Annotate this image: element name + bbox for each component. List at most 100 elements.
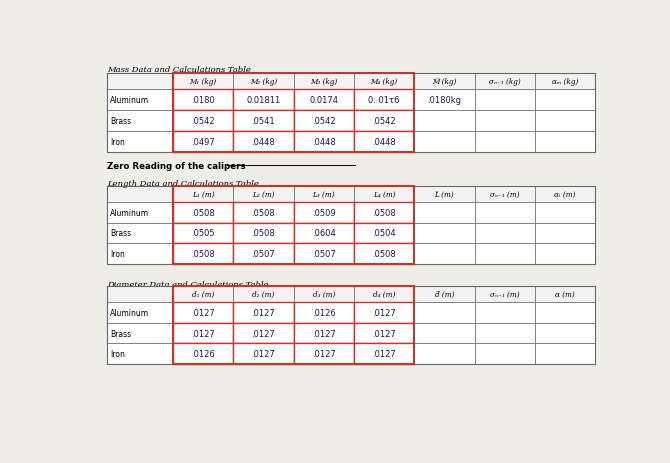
Bar: [414, 302, 474, 323]
Text: Brass: Brass: [110, 117, 131, 126]
Text: σₙ₋₁ (kg): σₙ₋₁ (kg): [489, 78, 521, 86]
Bar: [414, 244, 474, 264]
Bar: [293, 286, 354, 302]
Bar: [107, 286, 173, 302]
Bar: [107, 74, 173, 90]
Text: L₁ (m): L₁ (m): [192, 190, 214, 198]
Bar: [414, 74, 474, 90]
Bar: [474, 244, 535, 264]
Bar: [535, 244, 595, 264]
Text: .0180: .0180: [191, 96, 215, 105]
Text: L₄ (m): L₄ (m): [373, 190, 395, 198]
Text: .0509: .0509: [312, 208, 336, 217]
Bar: [173, 202, 233, 223]
Text: 0.0174: 0.0174: [310, 96, 338, 105]
Text: .0448: .0448: [312, 138, 336, 146]
Bar: [354, 111, 414, 131]
Bar: [233, 186, 293, 202]
Text: Diameter Data and Calculations Table: Diameter Data and Calculations Table: [107, 280, 269, 288]
Bar: [233, 244, 293, 264]
Text: .0127: .0127: [251, 350, 275, 358]
Bar: [354, 74, 414, 90]
Bar: [414, 344, 474, 364]
Text: .0126: .0126: [312, 308, 336, 317]
Text: d̅ (m): d̅ (m): [435, 290, 454, 298]
Text: Iron: Iron: [110, 350, 125, 358]
Bar: [354, 90, 414, 111]
Text: Aluminum: Aluminum: [110, 96, 149, 105]
Bar: [173, 131, 233, 152]
Text: .0604: .0604: [312, 229, 336, 238]
Bar: [107, 323, 173, 344]
Bar: [173, 74, 233, 90]
Bar: [233, 131, 293, 152]
Text: d₄ (m): d₄ (m): [373, 290, 395, 298]
Bar: [414, 286, 474, 302]
Text: Aluminum: Aluminum: [110, 208, 149, 217]
Text: .0127: .0127: [312, 329, 336, 338]
Bar: [474, 186, 535, 202]
Text: αₘ (kg): αₘ (kg): [552, 78, 578, 86]
Bar: [354, 244, 414, 264]
Text: Mass Data and Calculations Table: Mass Data and Calculations Table: [107, 66, 251, 74]
Text: Iron: Iron: [110, 138, 125, 146]
Text: Brass: Brass: [110, 329, 131, 338]
Bar: [293, 244, 354, 264]
Bar: [173, 74, 414, 152]
Bar: [293, 186, 354, 202]
Text: .0504: .0504: [373, 229, 396, 238]
Bar: [474, 302, 535, 323]
Bar: [293, 111, 354, 131]
Bar: [107, 286, 595, 364]
Bar: [414, 131, 474, 152]
Bar: [107, 90, 173, 111]
Bar: [233, 323, 293, 344]
Text: L₂ (m): L₂ (m): [252, 190, 275, 198]
Text: Brass: Brass: [110, 229, 131, 238]
Text: Length Data and Calculations Table: Length Data and Calculations Table: [107, 180, 259, 188]
Bar: [535, 90, 595, 111]
Bar: [354, 302, 414, 323]
Text: .0508: .0508: [191, 250, 215, 259]
Text: σₙ₋₁ (m): σₙ₋₁ (m): [490, 190, 519, 198]
Bar: [173, 286, 414, 364]
Bar: [233, 202, 293, 223]
Text: M₂ (kg): M₂ (kg): [250, 78, 277, 86]
Text: .0542: .0542: [312, 117, 336, 126]
Text: αₗ (m): αₗ (m): [554, 190, 576, 198]
Bar: [233, 344, 293, 364]
Bar: [173, 302, 233, 323]
Text: .0508: .0508: [373, 250, 396, 259]
Bar: [535, 286, 595, 302]
Bar: [107, 202, 173, 223]
Bar: [474, 202, 535, 223]
Bar: [293, 74, 354, 90]
Bar: [173, 323, 233, 344]
Text: σₙ₋₁ (m): σₙ₋₁ (m): [490, 290, 519, 298]
Bar: [173, 223, 233, 244]
Bar: [414, 202, 474, 223]
Bar: [173, 286, 233, 302]
Text: .0508: .0508: [251, 208, 275, 217]
Text: d₃ (m): d₃ (m): [312, 290, 335, 298]
Text: L̅ (m): L̅ (m): [435, 190, 454, 198]
Bar: [233, 90, 293, 111]
Bar: [474, 344, 535, 364]
Bar: [414, 186, 474, 202]
Text: .0127: .0127: [191, 329, 215, 338]
Bar: [107, 186, 173, 202]
Bar: [474, 223, 535, 244]
Bar: [474, 131, 535, 152]
Bar: [535, 202, 595, 223]
Text: .0127: .0127: [373, 350, 396, 358]
Bar: [414, 223, 474, 244]
Text: .0448: .0448: [373, 138, 396, 146]
Text: .0497: .0497: [191, 138, 215, 146]
Text: 0. 01τ6: 0. 01τ6: [369, 96, 400, 105]
Text: M₁ (kg): M₁ (kg): [190, 78, 216, 86]
Text: M₃ (kg): M₃ (kg): [310, 78, 338, 86]
Bar: [173, 111, 233, 131]
Bar: [354, 286, 414, 302]
Bar: [233, 286, 293, 302]
Text: .0127: .0127: [373, 308, 396, 317]
